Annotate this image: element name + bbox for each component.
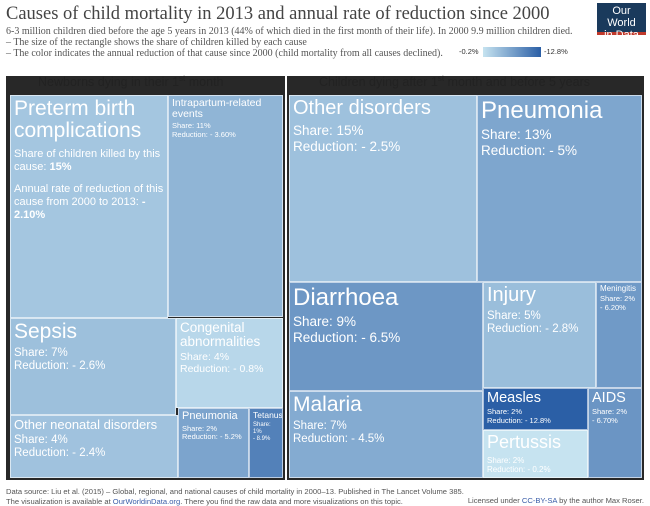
share-label-newborn-congenital-abnormalities: Share: 4% bbox=[180, 351, 230, 364]
share-label-child-other-disorders: Share: 15% bbox=[293, 123, 364, 138]
reduction-label-child-pneumonia: Reduction: - 5% bbox=[481, 142, 578, 158]
group-title-newborns-a: Newborns dying in their 1 bbox=[38, 75, 180, 90]
footer-availability: The visualization is available at OurWor… bbox=[6, 497, 403, 506]
share-label-child-aids: Share: 2% bbox=[592, 407, 628, 417]
rect-label-child-diarrhoea: Diarrhoea bbox=[293, 284, 399, 311]
rect-child-aids[interactable]: AIDS Share: 2% - 6.70% bbox=[588, 388, 642, 478]
detail-reduction-newborn-preterm-birth-complications: Annual rate of reduction of this cause f… bbox=[14, 183, 164, 221]
reduction-label-newborn-intrapartum-related-events: Reduction: - 3.60% bbox=[172, 129, 236, 139]
license-pre: Licensed under bbox=[467, 496, 522, 505]
detail-share-value: 15% bbox=[49, 160, 72, 173]
rect-child-pneumonia[interactable]: Pneumonia Share: 13% Reduction: - 5% bbox=[477, 95, 642, 282]
rect-label-newborn-congenital-abnormalities-2: abnormalities bbox=[180, 334, 261, 350]
owid-logo[interactable]: Our World in Data bbox=[597, 3, 646, 41]
reduction-label-newborn-congenital-abnormalities: Reduction: - 0.8% bbox=[180, 363, 264, 376]
group-title-newborns-b: month bbox=[185, 75, 224, 90]
reduction-label-newborn-tetanus: - 8.9% bbox=[253, 435, 271, 442]
rect-label-child-injury: Injury bbox=[487, 284, 536, 306]
license-link[interactable]: CC-BY-SA bbox=[521, 496, 558, 505]
rect-child-other-disorders[interactable]: Other disorders Share: 15% Reduction: - 2.… bbox=[289, 95, 477, 282]
license-note: Licensed under CC-BY-SA by the author Ma… bbox=[468, 496, 644, 505]
rect-label-newborn-preterm-birth-complications-1: Preterm birth bbox=[14, 97, 136, 120]
rect-label-newborn-tetanus: Tetanus bbox=[253, 410, 283, 420]
rect-child-pertussis[interactable]: Pertussis Share: 2% Reduction: - 0.2% bbox=[483, 430, 588, 478]
note-size: – The size of the rectangle shows the sh… bbox=[6, 37, 307, 48]
rect-label-newborn-pneumonia: Pneumonia bbox=[182, 410, 238, 422]
rect-child-meningitis[interactable]: Meningitis Share: 2% - 6.20% bbox=[596, 282, 642, 388]
note-color: – The color indicates the annual reducti… bbox=[6, 48, 443, 59]
rect-child-injury[interactable]: Injury Share: 5% Reduction: - 2.8% bbox=[483, 282, 596, 388]
detail-reduction-text: Annual rate of reduction of this cause f… bbox=[14, 183, 164, 209]
footer-source: Data source: Liu et al. (2015) – Global,… bbox=[6, 487, 464, 496]
license-post: by the author Max Roser. bbox=[557, 496, 644, 505]
share-label-newborn-intrapartum-related-events: Share: 11% bbox=[172, 121, 211, 131]
share-label-child-pneumonia: Share: 13% bbox=[481, 127, 552, 143]
share-label-child-malaria: Share: 7% bbox=[293, 420, 347, 433]
rect-label-newborn-intrapartum-related-events-2: events bbox=[172, 108, 203, 121]
group-title-newborns-sup: st bbox=[179, 74, 186, 83]
share-label-child-pertussis: Share: 2% bbox=[487, 455, 525, 465]
logo-line-1: Our World bbox=[607, 5, 636, 29]
share-label-child-diarrhoea: Share: 9% bbox=[293, 314, 357, 330]
footer-availability-pre: The visualization is available at bbox=[6, 497, 113, 506]
reduction-label-child-malaria: Reduction: - 4.5% bbox=[293, 433, 385, 446]
share-label-newborn-pneumonia: Share: 2% bbox=[182, 423, 218, 433]
reduction-label-child-other-disorders: Reduction: - 2.5% bbox=[293, 138, 401, 154]
legend-min-label: -0.2% bbox=[459, 47, 479, 56]
reduction-label-newborn-other-neonatal-disorders: Reduction: - 2.4% bbox=[14, 446, 106, 459]
rect-label-newborn-sepsis: Sepsis bbox=[14, 320, 78, 343]
share-label-newborn-other-neonatal-disorders: Share: 4% bbox=[14, 433, 68, 446]
reduction-label-child-diarrhoea: Reduction: - 6.5% bbox=[293, 329, 401, 345]
share-label-newborn-sepsis: Share: 7% bbox=[14, 347, 68, 360]
rect-label-child-measles: Measles bbox=[487, 390, 541, 406]
share-label-child-injury: Share: 5% bbox=[487, 310, 541, 322]
reduction-label-child-aids: - 6.70% bbox=[592, 415, 618, 425]
footer-availability-post: . There you find the raw data and more v… bbox=[180, 497, 403, 506]
reduction-label-newborn-sepsis: Reduction: - 2.6% bbox=[14, 360, 106, 373]
color-legend-bar bbox=[483, 47, 541, 57]
rect-label-child-pertussis: Pertussis bbox=[487, 432, 562, 452]
rect-label-child-other-disorders: Other disorders bbox=[293, 97, 431, 119]
rect-newborn-preterm-birth-complications[interactable]: Preterm birth complications Share of child… bbox=[10, 95, 168, 318]
rect-newborn-tetanus[interactable]: Tetanus Share: 1% - 8.9% bbox=[249, 408, 283, 478]
rect-child-malaria[interactable]: Malaria Share: 7% Reduction: - 4.5% bbox=[289, 391, 483, 478]
logo-line-2: in Data bbox=[604, 29, 639, 41]
chart-title: Causes of child mortality in 2013 and an… bbox=[6, 4, 550, 24]
reduction-label-child-meningitis: - 6.20% bbox=[600, 303, 626, 313]
detail-reduction-value: - 2.10% bbox=[14, 196, 146, 221]
share-label-newborn-tetanus: Share: 1% bbox=[253, 421, 271, 435]
detail-share-text: Share of children killed by this cause: bbox=[14, 148, 161, 173]
reduction-label-child-injury: Reduction: - 2.8% bbox=[487, 323, 579, 336]
group-title-children-b: month and before 5 years bbox=[444, 75, 590, 90]
rect-label-newborn-congenital-abnormalities-1: Congenital bbox=[180, 320, 245, 335]
rect-label-child-malaria: Malaria bbox=[293, 393, 362, 416]
rect-newborn-sepsis[interactable]: Sepsis Share: 7% Reduction: - 2.6% bbox=[10, 318, 176, 415]
chart-subtitle: 6-3 million children died before the age… bbox=[6, 26, 573, 37]
legend-max-label: -12.8% bbox=[544, 47, 568, 56]
rect-newborn-other-neonatal-disorders[interactable]: Other neonatal disorders Share: 4% Reducti… bbox=[10, 415, 178, 478]
reduction-label-child-measles: Reduction: - 12.8% bbox=[487, 415, 551, 425]
group-title-newborns: Newborns dying in their 1st month bbox=[38, 74, 224, 89]
rect-label-newborn-other-neonatal-disorders: Other neonatal disorders bbox=[14, 417, 158, 432]
group-title-children: Children dying after 1st month and befor… bbox=[319, 74, 590, 89]
rect-label-child-aids: AIDS bbox=[592, 390, 626, 406]
group-title-children-sup: st bbox=[437, 74, 445, 83]
reduction-label-child-pertussis: Reduction: - 0.2% bbox=[487, 465, 551, 475]
rect-newborn-intrapartum-related-events[interactable]: Intrapartum-related events Share: 11% Reduc… bbox=[168, 95, 283, 317]
rect-label-newborn-preterm-birth-complications-2: complications bbox=[14, 119, 142, 143]
share-label-child-meningitis: Share: 2% bbox=[600, 294, 636, 304]
reduction-label-newborn-pneumonia: Reduction: - 5.2% bbox=[182, 432, 242, 442]
rect-child-measles[interactable]: Measles Share: 2% Reduction: - 12.8% bbox=[483, 388, 588, 430]
rect-newborn-pneumonia[interactable]: Pneumonia Share: 2% Reduction: - 5.2% bbox=[178, 408, 249, 478]
share-label-child-measles: Share: 2% bbox=[487, 407, 523, 417]
rect-label-child-pneumonia: Pneumonia bbox=[481, 97, 603, 124]
group-title-children-a: Children dying after 1 bbox=[319, 75, 438, 90]
owid-link[interactable]: OurWorldinData.org bbox=[112, 497, 181, 506]
rect-newborn-congenital-abnormalities[interactable]: Congenital abnormalities Share: 4% Reductio… bbox=[176, 318, 283, 408]
rect-child-diarrhoea[interactable]: Diarrhoea Share: 9% Reduction: - 6.5% bbox=[289, 282, 483, 391]
detail-share-newborn-preterm-birth-complications: Share of children killed by this cause: … bbox=[14, 148, 164, 173]
rect-label-newborn-intrapartum-related-events-1: Intrapartum-related bbox=[172, 97, 262, 109]
rect-label-child-meningitis: Meningitis bbox=[600, 284, 637, 293]
